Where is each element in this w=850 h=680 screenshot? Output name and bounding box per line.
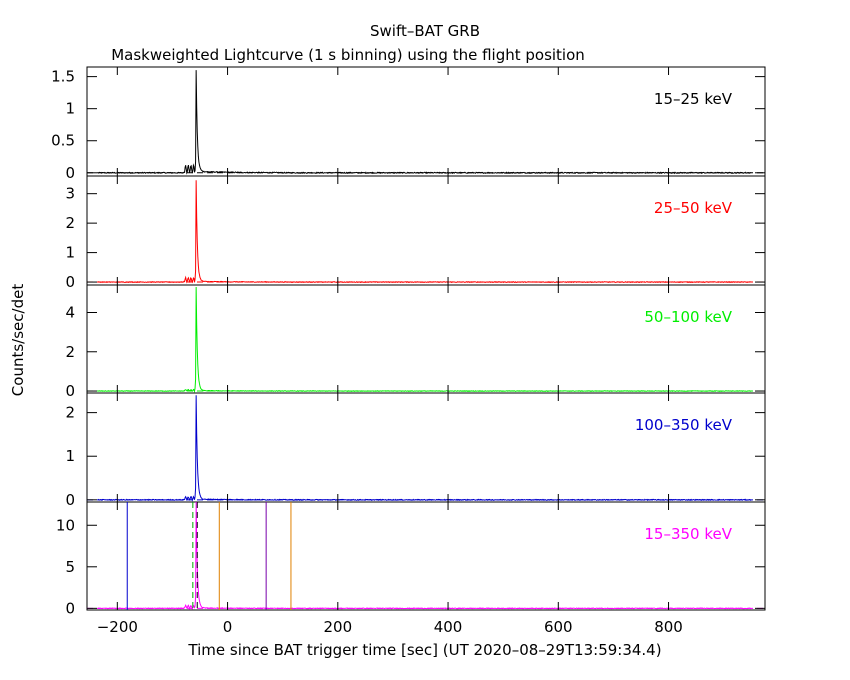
series-line-5 xyxy=(97,501,752,610)
panel-3: 0 2 4 50–100 keV xyxy=(65,284,766,400)
band-label-3: 50–100 keV xyxy=(644,308,732,326)
panel-frame xyxy=(86,392,766,503)
y-tick-label: 0 xyxy=(65,599,75,617)
band-label-1: 15–25 keV xyxy=(654,90,733,108)
band-label-2: 25–50 keV xyxy=(654,199,733,217)
y-tick-label: 3 xyxy=(65,185,75,203)
panel-5: 0 5 10 15–350 keV xyxy=(56,501,766,617)
y-axis-label: Counts/sec/det xyxy=(9,284,27,397)
x-tick-label: 400 xyxy=(434,618,463,636)
y-tick-label: 0.5 xyxy=(51,132,75,150)
y-tick-label: 2 xyxy=(65,343,75,361)
y-tick-label: 10 xyxy=(56,516,75,534)
panel-4: 0 1 2 100–350 keV xyxy=(65,392,766,509)
series-line-3 xyxy=(97,286,752,394)
x-tick-label: 0 xyxy=(223,618,233,636)
x-tick-label: 200 xyxy=(323,618,352,636)
y-tick-label: 2 xyxy=(65,214,75,232)
y-tick-label: 1.5 xyxy=(51,68,75,86)
y-tick-label: 0 xyxy=(65,491,75,509)
figure-title: Swift–BAT GRB xyxy=(370,22,480,40)
series-line-1 xyxy=(97,70,752,175)
y-tick-label: 2 xyxy=(65,404,75,422)
y-tick-label: 1 xyxy=(65,100,75,118)
y-tick-label: 5 xyxy=(65,558,75,576)
panel-1: 0 0.5 1 1.5 15–25 keV xyxy=(51,66,766,182)
band-label-5: 15–350 keV xyxy=(644,525,732,543)
series-line-4 xyxy=(97,395,752,502)
panels: 0 0.5 1 1.5 15–25 keV 0 1 2 3 25–50 keV 0 2 4 50–100 … xyxy=(51,66,766,636)
x-tick-label: −200 xyxy=(97,618,138,636)
y-tick-label: 0 xyxy=(65,273,75,291)
y-tick-label: 1 xyxy=(65,447,75,465)
panel-frame xyxy=(86,66,766,177)
panel-frame xyxy=(86,175,766,286)
figure-subtitle: Maskweighted Lightcurve (1 s binning) us… xyxy=(111,46,585,64)
y-tick-label: 4 xyxy=(65,303,75,321)
band-label-4: 100–350 keV xyxy=(635,416,733,434)
panel-2: 0 1 2 3 25–50 keV xyxy=(65,175,766,291)
series-line-2 xyxy=(97,180,752,284)
x-axis-label: Time since BAT trigger time [sec] (UT 20… xyxy=(187,641,661,659)
y-tick-label: 1 xyxy=(65,244,75,262)
panel-frame xyxy=(86,501,766,611)
y-tick-label: 0 xyxy=(65,164,75,182)
y-tick-label: 0 xyxy=(65,382,75,400)
x-tick-label: 600 xyxy=(544,618,573,636)
panel-frame xyxy=(86,284,766,394)
x-tick-label: 800 xyxy=(654,618,683,636)
